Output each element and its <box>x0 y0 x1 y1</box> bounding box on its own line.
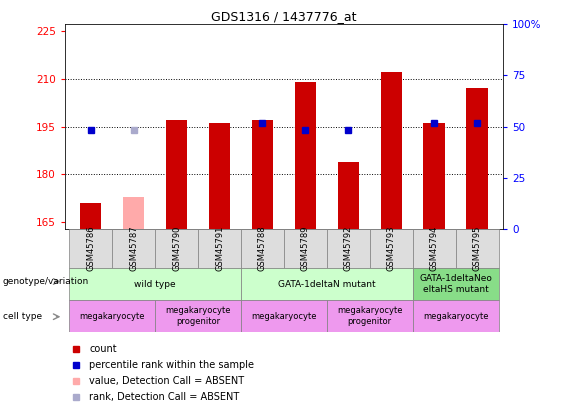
Bar <box>209 124 231 229</box>
Title: GDS1316 / 1437776_at: GDS1316 / 1437776_at <box>211 10 357 23</box>
Bar <box>198 229 241 268</box>
Bar <box>241 229 284 268</box>
Bar <box>380 72 402 229</box>
Bar <box>284 229 327 268</box>
Bar <box>69 268 241 300</box>
Bar <box>327 300 412 332</box>
Text: GSM45791: GSM45791 <box>215 226 224 271</box>
Text: GSM45790: GSM45790 <box>172 226 181 271</box>
Bar <box>337 162 359 229</box>
Text: GSM45795: GSM45795 <box>472 226 481 271</box>
Bar <box>327 229 370 268</box>
Text: count: count <box>89 345 117 354</box>
Text: megakaryocyte: megakaryocyte <box>423 311 488 321</box>
Bar <box>423 124 445 229</box>
Text: percentile rank within the sample: percentile rank within the sample <box>89 360 254 370</box>
Text: GSM45792: GSM45792 <box>344 226 353 271</box>
Text: GATA-1deltaN mutant: GATA-1deltaN mutant <box>278 279 376 289</box>
Bar <box>412 268 498 300</box>
Text: cell type: cell type <box>3 312 42 321</box>
Text: rank, Detection Call = ABSENT: rank, Detection Call = ABSENT <box>89 392 240 401</box>
Bar <box>455 229 498 268</box>
Bar <box>252 120 273 229</box>
Bar <box>294 82 316 229</box>
Bar <box>370 229 412 268</box>
Text: megakaryocyte: megakaryocyte <box>80 311 145 321</box>
Text: GSM45789: GSM45789 <box>301 226 310 271</box>
Bar <box>241 300 327 332</box>
Bar <box>80 203 102 229</box>
Text: GSM45793: GSM45793 <box>386 226 396 271</box>
Bar <box>466 88 488 229</box>
Bar <box>166 120 188 229</box>
Text: GSM45794: GSM45794 <box>429 226 438 271</box>
Text: GSM45787: GSM45787 <box>129 226 138 271</box>
Bar <box>241 268 412 300</box>
Bar <box>69 229 112 268</box>
Bar <box>155 300 241 332</box>
Text: GSM45786: GSM45786 <box>86 226 95 271</box>
Bar <box>412 300 498 332</box>
Bar <box>155 229 198 268</box>
Text: genotype/variation: genotype/variation <box>3 277 89 286</box>
Bar <box>123 197 145 229</box>
Text: GATA-1deltaNeo
eltaHS mutant: GATA-1deltaNeo eltaHS mutant <box>419 274 492 294</box>
Bar <box>69 300 155 332</box>
Bar <box>412 229 455 268</box>
Bar <box>112 229 155 268</box>
Text: value, Detection Call = ABSENT: value, Detection Call = ABSENT <box>89 376 244 386</box>
Text: megakaryocyte
progenitor: megakaryocyte progenitor <box>166 307 231 326</box>
Text: megakaryocyte
progenitor: megakaryocyte progenitor <box>337 307 402 326</box>
Text: wild type: wild type <box>134 279 176 289</box>
Text: GSM45788: GSM45788 <box>258 226 267 271</box>
Text: megakaryocyte: megakaryocyte <box>251 311 316 321</box>
